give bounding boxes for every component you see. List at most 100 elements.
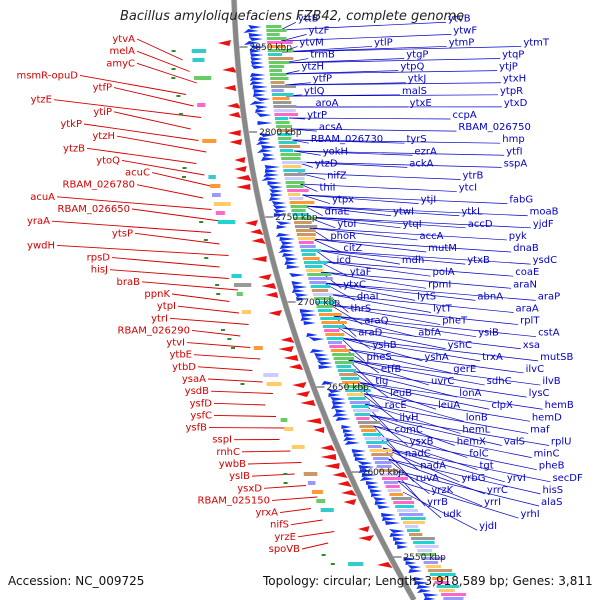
- forward-category-block: [305, 265, 323, 268]
- reverse-gene-label: ytbE: [169, 350, 192, 361]
- forward-category-block: [399, 513, 424, 516]
- forward-category-block: [395, 505, 414, 508]
- forward-gene-arrow: [344, 441, 360, 445]
- forward-leader-line: [300, 183, 457, 192]
- reverse-strand-leader-lines: [51, 38, 335, 550]
- forward-category-block: [441, 593, 467, 596]
- forward-gene-arrow: [280, 241, 294, 245]
- forward-gene-label: moaB: [530, 207, 559, 218]
- forward-gene-label: ilvB: [542, 376, 560, 387]
- forward-category-block: [317, 309, 333, 312]
- forward-category-block: [389, 493, 403, 496]
- forward-gene-label: tig: [375, 376, 388, 387]
- forward-category-block: [274, 117, 289, 120]
- forward-category-block: [427, 569, 453, 572]
- forward-leader-line: [330, 304, 363, 325]
- forward-leader-line: [323, 282, 536, 301]
- forward-category-block: [292, 213, 309, 216]
- forward-category-block: [268, 61, 290, 64]
- reverse-category-block: [213, 202, 231, 206]
- forward-leader-line: [317, 260, 514, 277]
- reverse-leader-line: [111, 257, 220, 268]
- forward-gene-label: pheT: [442, 316, 468, 327]
- forward-category-block: [320, 317, 341, 320]
- forward-gene-arrow: [269, 193, 284, 197]
- forward-category-block: [295, 225, 318, 228]
- reverse-gene-arrow: [320, 445, 336, 451]
- forward-category-block: [297, 237, 316, 240]
- rna-feature: [203, 239, 208, 241]
- reverse-gene-arrow: [305, 418, 322, 424]
- reverse-gene-label: hisJ: [91, 265, 108, 276]
- forward-gene-arrow: [261, 145, 277, 149]
- forward-category-block: [277, 133, 292, 136]
- reverse-leader-line: [193, 354, 261, 360]
- forward-category-block: [271, 89, 284, 92]
- forward-gene-label: ytqI: [403, 219, 422, 230]
- reverse-leader-line: [134, 232, 220, 245]
- forward-gene-label: ytxE: [410, 98, 432, 109]
- forward-gene-label: ytfI: [506, 146, 522, 157]
- forward-gene-label: ysiB: [478, 328, 499, 339]
- kbp-label: 2800 kbp: [259, 128, 302, 138]
- forward-gene-arrow: [278, 249, 294, 253]
- reverse-gene-arrow: [324, 463, 340, 469]
- forward-gene-label: udk: [443, 509, 462, 520]
- reverse-category-block: [348, 562, 364, 566]
- genome-backbone: [231, 0, 417, 600]
- forward-category-block: [356, 417, 370, 420]
- reverse-gene-arrow: [228, 112, 241, 118]
- forward-gene-label: yshB: [372, 340, 396, 351]
- forward-gene-label: ezrA: [414, 146, 437, 157]
- forward-gene-label: yttB: [298, 13, 319, 24]
- reverse-leader-line: [197, 366, 253, 371]
- forward-leader-line: [304, 205, 460, 217]
- forward-gene-label: ytvM: [299, 37, 323, 48]
- forward-gene-label: ytmT: [523, 37, 550, 48]
- reverse-category-block: [312, 490, 323, 494]
- forward-leader-line: [344, 348, 524, 374]
- forward-category-block: [274, 113, 299, 116]
- forward-gene-label: lytS: [417, 291, 436, 302]
- forward-leader-line: [352, 370, 458, 398]
- forward-category-block: [266, 29, 287, 32]
- forward-gene-label: nifZ: [327, 170, 347, 181]
- forward-gene-arrow: [330, 397, 346, 401]
- forward-category-block: [266, 37, 287, 40]
- reverse-category-block: [280, 418, 288, 422]
- forward-gene-arrow: [292, 285, 308, 289]
- forward-gene-label: ackA: [409, 158, 433, 169]
- forward-leader-line: [307, 216, 466, 229]
- forward-leader-line: [283, 70, 300, 75]
- kbp-label: 2700 kbp: [298, 298, 341, 308]
- forward-gene-label: thiI: [319, 183, 335, 194]
- forward-leader-line: [378, 436, 537, 471]
- forward-gene-arrow: [358, 469, 374, 473]
- forward-category-block: [387, 489, 402, 492]
- forward-category-block: [287, 189, 309, 192]
- forward-category-block: [279, 149, 293, 152]
- forward-category-block: [283, 169, 306, 172]
- reverse-category-block: [291, 445, 305, 449]
- forward-leader-line: [356, 381, 490, 410]
- forward-gene-label: yrrB: [427, 497, 448, 508]
- forward-leader-line: [280, 21, 446, 31]
- reverse-gene-label: ytrI: [151, 313, 168, 324]
- reverse-leader-line: [51, 220, 211, 233]
- forward-leader-line: [340, 337, 423, 362]
- forward-gene-arrow: [416, 585, 432, 589]
- reverse-leader-line: [169, 317, 249, 325]
- forward-gene-label: coaE: [515, 267, 539, 278]
- reverse-gene-label: yrxA: [255, 508, 278, 519]
- forward-gene-arrow: [373, 497, 387, 501]
- reverse-leader-line: [121, 159, 205, 176]
- forward-leader-line: [302, 194, 419, 205]
- reverse-category-block: [307, 481, 316, 485]
- forward-gene-label: hemB: [545, 400, 574, 411]
- forward-gene-label: ilvC: [526, 364, 544, 375]
- forward-leader-line: [323, 282, 416, 301]
- reverse-leader-line: [271, 496, 318, 501]
- reverse-gene-label: ywbB: [219, 459, 246, 470]
- reverse-gene-label: ywdH: [27, 240, 55, 251]
- forward-leader-line: [348, 359, 485, 386]
